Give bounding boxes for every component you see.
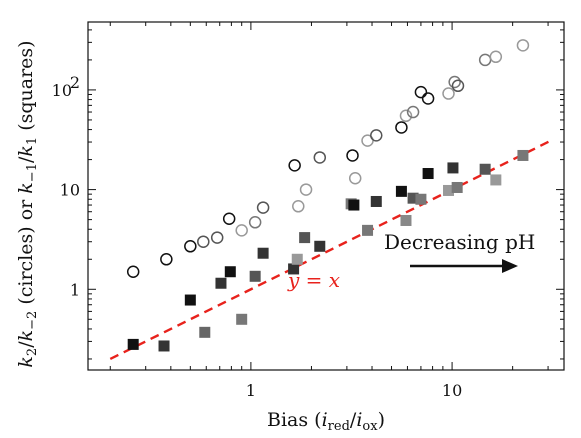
circle-point <box>346 149 359 162</box>
y-tick-label: 10 <box>52 81 72 100</box>
square-point <box>348 199 360 211</box>
square-point <box>362 224 374 236</box>
reference-line-y-equals-x <box>109 138 555 361</box>
x-axis-title: Bias (ired/iox) <box>267 409 385 434</box>
circle-point <box>478 53 492 67</box>
x-tick-label: 1 <box>246 381 256 400</box>
square-point <box>479 163 491 175</box>
circle-point <box>126 265 140 278</box>
circle-point <box>489 50 503 64</box>
square-point <box>257 247 269 259</box>
square-point <box>288 263 300 275</box>
y-axis-title: k2/k−2 (circles) or k−1/k1 (squares) <box>15 40 40 367</box>
square-point <box>224 266 236 278</box>
circle-point <box>451 79 465 93</box>
circle-point <box>395 121 408 134</box>
circle-point <box>248 216 262 229</box>
square-point <box>407 192 419 204</box>
plot-frame <box>87 21 565 371</box>
circle-point <box>421 92 435 105</box>
square-point <box>395 185 407 197</box>
square-point <box>451 181 463 193</box>
annotation-decreasing-ph: Decreasing pH <box>384 230 535 254</box>
square-point <box>517 149 529 161</box>
square-point <box>415 193 427 205</box>
circle-point <box>370 129 383 142</box>
square-point <box>314 240 326 252</box>
circle-point <box>235 224 248 237</box>
circle-point <box>406 105 420 119</box>
square-point <box>127 338 139 350</box>
annotation-arrow <box>410 259 518 273</box>
square-point <box>422 168 434 180</box>
x-tick-label: 10 <box>442 381 462 400</box>
circle-point <box>288 159 301 172</box>
circle-point <box>399 109 413 123</box>
square-point <box>443 184 455 196</box>
square-point <box>370 195 382 207</box>
square-point <box>291 253 303 265</box>
circle-point <box>448 75 461 89</box>
y-tick-label: 10 <box>60 181 80 200</box>
square-point <box>215 277 227 289</box>
circle-point <box>256 201 270 214</box>
circle-point <box>414 85 428 99</box>
circle-point <box>442 87 455 100</box>
square-point <box>249 270 261 282</box>
circle-point <box>516 39 530 52</box>
y-tick-label-exponent: 2 <box>70 73 80 92</box>
square-point <box>158 340 170 352</box>
data-points <box>126 39 530 352</box>
square-point <box>199 326 211 338</box>
circle-point <box>210 231 224 244</box>
square-point <box>490 174 502 186</box>
y-tick-label: 1 <box>70 280 80 299</box>
circle-point <box>197 235 210 248</box>
square-point <box>447 162 459 174</box>
square-point <box>236 313 248 325</box>
square-point <box>184 294 196 306</box>
reference-line-layer <box>109 138 555 361</box>
square-point <box>400 214 412 226</box>
square-point <box>299 232 311 244</box>
circle-point <box>184 240 197 253</box>
circle-point <box>313 151 327 164</box>
circle-point <box>222 212 236 226</box>
circle-point <box>292 200 305 213</box>
circle-point <box>299 183 313 196</box>
circle-point <box>348 171 362 185</box>
circle-point <box>160 253 173 266</box>
reference-line-label: y = x <box>287 268 340 292</box>
